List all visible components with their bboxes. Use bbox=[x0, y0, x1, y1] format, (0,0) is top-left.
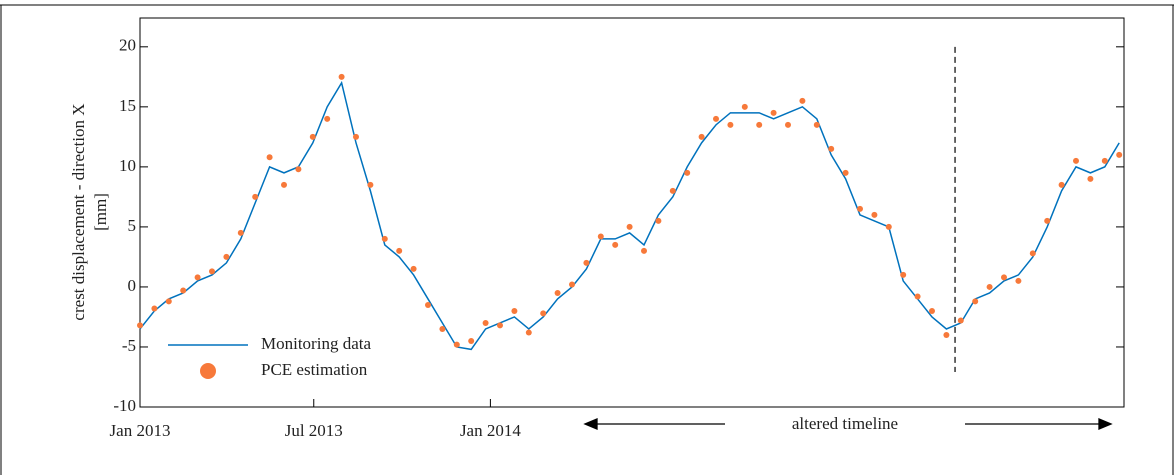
data-point bbox=[252, 193, 259, 200]
data-point bbox=[914, 293, 921, 300]
timeline-arrows bbox=[583, 418, 1113, 430]
data-point bbox=[209, 268, 215, 275]
data-point bbox=[309, 133, 316, 140]
data-point bbox=[453, 341, 460, 348]
y-tick-label: -10 bbox=[113, 396, 136, 415]
data-point bbox=[180, 287, 187, 294]
data-point bbox=[525, 329, 532, 336]
data-point bbox=[655, 217, 662, 224]
data-point bbox=[165, 298, 172, 305]
data-point bbox=[885, 223, 892, 230]
y-tick-label: 15 bbox=[119, 96, 136, 115]
data-point bbox=[511, 307, 518, 314]
x-tick-label: Jul 2013 bbox=[285, 421, 343, 440]
data-point bbox=[871, 211, 878, 218]
data-point bbox=[713, 115, 719, 122]
data-point bbox=[1073, 157, 1079, 164]
data-point bbox=[583, 259, 590, 266]
data-point bbox=[396, 247, 403, 254]
x-tick-label: Jan 2013 bbox=[110, 421, 171, 440]
plot-box bbox=[139, 17, 1125, 408]
data-point bbox=[425, 301, 431, 308]
data-point bbox=[324, 115, 331, 122]
data-point bbox=[1116, 151, 1123, 158]
data-point bbox=[266, 154, 273, 161]
data-point bbox=[972, 298, 979, 305]
data-point bbox=[1087, 175, 1094, 182]
y-axis-label: crest displacement - direction X bbox=[69, 103, 88, 320]
data-point bbox=[1015, 277, 1022, 284]
data-point bbox=[770, 109, 777, 116]
data-point bbox=[468, 337, 475, 344]
data-point bbox=[612, 241, 619, 248]
y-tick-label: 10 bbox=[119, 156, 136, 175]
y-tick-label: 20 bbox=[119, 36, 136, 55]
data-point bbox=[727, 121, 734, 128]
data-point bbox=[554, 289, 561, 296]
legend-label: PCE estimation bbox=[261, 360, 368, 379]
legend-swatch bbox=[200, 363, 216, 379]
data-point bbox=[569, 281, 575, 288]
data-point bbox=[597, 233, 604, 240]
data-point bbox=[698, 133, 705, 140]
x-tick-label: Jan 2014 bbox=[460, 421, 521, 440]
data-point bbox=[194, 274, 201, 281]
data-point bbox=[857, 205, 863, 212]
legend-label: Monitoring data bbox=[261, 334, 371, 353]
y-tick-label: 0 bbox=[128, 276, 137, 295]
data-point bbox=[684, 169, 691, 176]
data-point bbox=[1044, 217, 1051, 224]
data-point bbox=[540, 310, 547, 317]
data-point bbox=[900, 271, 907, 278]
data-point bbox=[381, 235, 388, 242]
y-axis-label: [mm] bbox=[91, 193, 110, 231]
annotation: altered timeline bbox=[792, 414, 898, 433]
data-point bbox=[353, 133, 359, 140]
y-tick-label: 5 bbox=[128, 216, 137, 235]
data-point bbox=[828, 145, 835, 152]
data-point bbox=[799, 97, 806, 104]
data-point bbox=[641, 247, 647, 254]
data-point bbox=[943, 331, 950, 338]
data-point bbox=[338, 73, 345, 80]
data-point bbox=[785, 121, 791, 128]
data-point bbox=[482, 319, 489, 326]
y-tick-label: -5 bbox=[122, 336, 136, 355]
data-point bbox=[1058, 181, 1065, 188]
data-point bbox=[137, 322, 143, 329]
data-point bbox=[756, 121, 763, 128]
data-point bbox=[929, 307, 935, 314]
data-point bbox=[281, 181, 287, 188]
data-point bbox=[1001, 274, 1007, 281]
data-point bbox=[223, 253, 230, 260]
data-point bbox=[842, 169, 849, 176]
data-point bbox=[1029, 250, 1036, 257]
data-point bbox=[986, 283, 993, 290]
data-point bbox=[497, 322, 503, 329]
data-point bbox=[295, 166, 302, 173]
data-point bbox=[626, 223, 633, 230]
data-point bbox=[957, 317, 964, 324]
data-point bbox=[151, 305, 158, 312]
data-point bbox=[439, 325, 446, 332]
data-point bbox=[410, 265, 417, 272]
data-point bbox=[1101, 157, 1108, 164]
data-point bbox=[741, 103, 748, 110]
data-point bbox=[669, 187, 676, 194]
data-point bbox=[367, 181, 374, 188]
series-line bbox=[139, 80, 1120, 351]
data-point bbox=[813, 121, 820, 128]
data-point bbox=[237, 229, 244, 236]
